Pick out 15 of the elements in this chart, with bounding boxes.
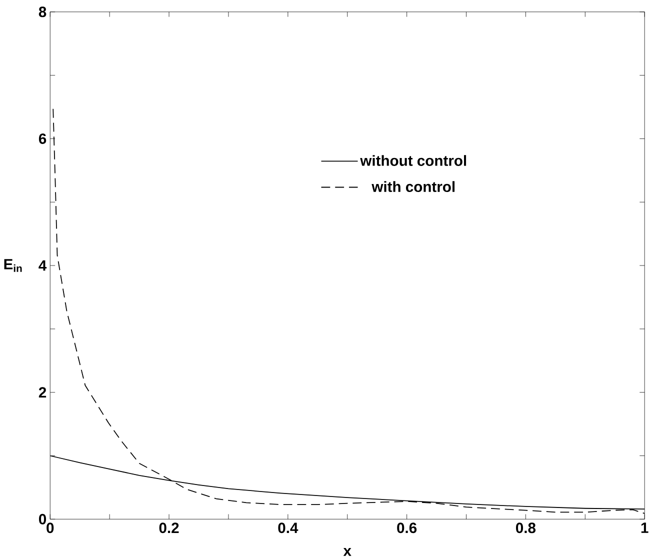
x-axis-title: x: [343, 548, 352, 556]
x-tick-label: 1: [641, 522, 648, 533]
y-axis-title: E$_{in}$: [4, 259, 22, 272]
legend-label: with control: [372, 181, 455, 192]
y-tick-label: 8: [38, 6, 46, 18]
y-tick-label: 4: [38, 260, 47, 271]
x-tick-label: 0: [46, 522, 54, 534]
x-tick-label: 0.2: [159, 522, 179, 534]
x-tick-label: 0.4: [278, 522, 298, 534]
y-tick-label: 6: [38, 133, 46, 144]
y-tick-label: 0: [39, 514, 46, 524]
legend-label: without control: [360, 155, 466, 166]
y-tick-label: 2: [38, 387, 46, 398]
x-tick-label: 0.6: [397, 522, 417, 534]
x-tick-label: 0.8: [516, 522, 536, 534]
